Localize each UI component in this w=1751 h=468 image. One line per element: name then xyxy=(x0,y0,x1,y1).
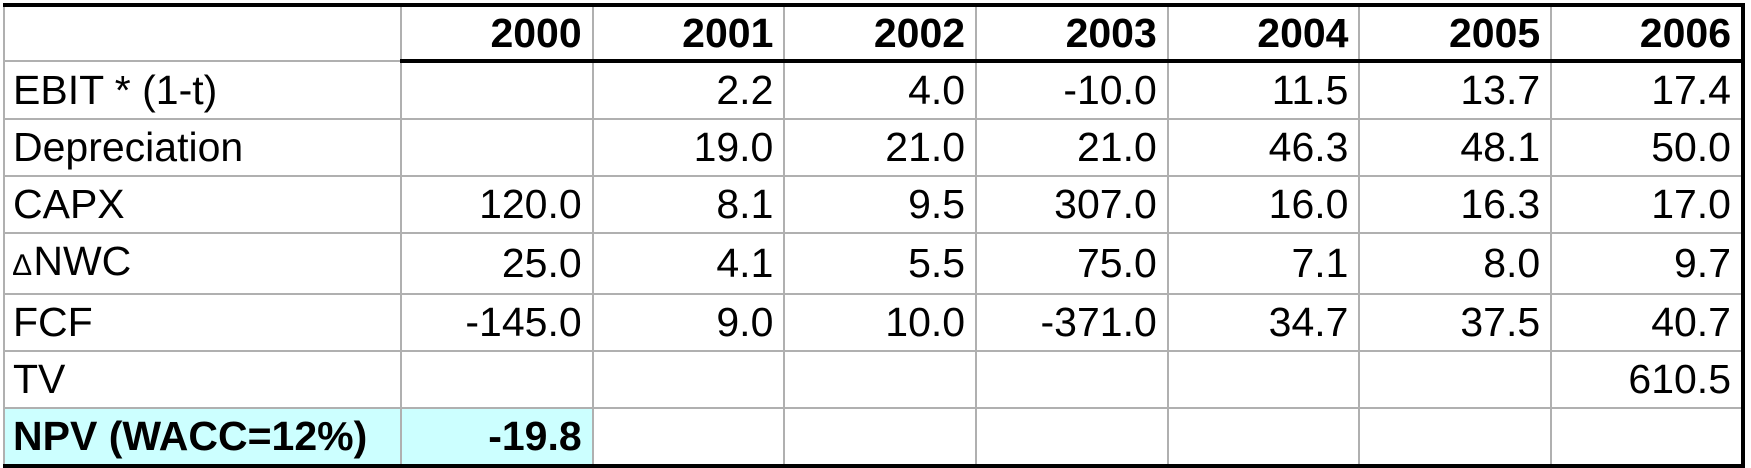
cell-fcf-2003[interactable]: -371.0 xyxy=(975,293,1169,352)
cell-capx-2002[interactable]: 9.5 xyxy=(783,175,978,234)
cell-capx-2000[interactable]: 120.0 xyxy=(399,175,594,234)
row-label-nwc[interactable]: ∆NWC xyxy=(3,232,402,295)
cell-fcf-2001[interactable]: 9.0 xyxy=(591,293,786,352)
cell-ebit-2003[interactable]: -10.0 xyxy=(975,60,1169,120)
cell-tv-2003[interactable] xyxy=(975,350,1169,409)
cell-capx-2004[interactable]: 16.0 xyxy=(1166,175,1361,234)
cell-fcf-2000[interactable]: -145.0 xyxy=(399,293,594,352)
header-year-2002[interactable]: 2002 xyxy=(783,3,978,63)
row-label-ebit[interactable]: EBIT * (1-t) xyxy=(3,60,402,120)
cell-ebit-2000[interactable] xyxy=(399,60,594,120)
cell-capx-2005[interactable]: 16.3 xyxy=(1358,175,1553,234)
cell-tv-2001[interactable] xyxy=(591,350,786,409)
cell-capx-2001[interactable]: 8.1 xyxy=(591,175,786,234)
cell-ebit-2005[interactable]: 13.7 xyxy=(1358,60,1553,120)
cell-npv-2003[interactable] xyxy=(975,407,1169,468)
row-label-depreciation[interactable]: Depreciation xyxy=(3,118,402,177)
cell-npv-2001[interactable] xyxy=(591,407,786,468)
row-ebit: EBIT * (1-t) 2.2 4.0 -10.0 11.5 13.7 17.… xyxy=(3,60,1745,120)
row-label-nwc-text: NWC xyxy=(33,238,132,284)
header-year-2004[interactable]: 2004 xyxy=(1166,3,1361,63)
cell-tv-2006[interactable]: 610.5 xyxy=(1550,350,1745,409)
cell-ebit-2006[interactable]: 17.4 xyxy=(1550,60,1745,120)
cell-nwc-2004[interactable]: 7.1 xyxy=(1166,232,1361,295)
row-label-capx[interactable]: CAPX xyxy=(3,175,402,234)
header-year-2000[interactable]: 2000 xyxy=(399,3,594,63)
row-fcf: FCF -145.0 9.0 10.0 -371.0 34.7 37.5 40.… xyxy=(3,293,1745,352)
header-year-2001[interactable]: 2001 xyxy=(591,3,786,63)
row-capx: CAPX 120.0 8.1 9.5 307.0 16.0 16.3 17.0 xyxy=(3,175,1745,234)
header-year-2003[interactable]: 2003 xyxy=(975,3,1169,63)
free-cash-flow-table: 2000 2001 2002 2003 2004 2005 2006 EBIT … xyxy=(3,3,1745,468)
row-npv: NPV (WACC=12%) -19.8 xyxy=(3,407,1745,468)
cell-tv-2000[interactable] xyxy=(399,350,594,409)
cell-depreciation-2001[interactable]: 19.0 xyxy=(591,118,786,177)
row-label-fcf[interactable]: FCF xyxy=(3,293,402,352)
cell-nwc-2002[interactable]: 5.5 xyxy=(783,232,978,295)
cell-tv-2002[interactable] xyxy=(783,350,978,409)
cell-ebit-2001[interactable]: 2.2 xyxy=(591,60,786,120)
cell-fcf-2005[interactable]: 37.5 xyxy=(1358,293,1553,352)
cell-depreciation-2005[interactable]: 48.1 xyxy=(1358,118,1553,177)
cell-ebit-2004[interactable]: 11.5 xyxy=(1166,60,1361,120)
cell-npv-2005[interactable] xyxy=(1358,407,1553,468)
cell-nwc-2001[interactable]: 4.1 xyxy=(591,232,786,295)
row-label-npv[interactable]: NPV (WACC=12%) xyxy=(3,407,402,468)
cell-depreciation-2002[interactable]: 21.0 xyxy=(783,118,978,177)
cell-nwc-2005[interactable]: 8.0 xyxy=(1358,232,1553,295)
cell-fcf-2002[interactable]: 10.0 xyxy=(783,293,978,352)
cell-capx-2003[interactable]: 307.0 xyxy=(975,175,1169,234)
cell-depreciation-2000[interactable] xyxy=(399,118,594,177)
cell-tv-2005[interactable] xyxy=(1358,350,1553,409)
delta-symbol: ∆ xyxy=(13,249,32,282)
cell-npv-2002[interactable] xyxy=(783,407,978,468)
cell-ebit-2002[interactable]: 4.0 xyxy=(783,60,978,120)
header-year-2005[interactable]: 2005 xyxy=(1358,3,1553,63)
cell-npv-2006[interactable] xyxy=(1550,407,1745,468)
row-label-tv[interactable]: TV xyxy=(3,350,402,409)
cell-depreciation-2004[interactable]: 46.3 xyxy=(1166,118,1361,177)
cell-nwc-2006[interactable]: 9.7 xyxy=(1550,232,1745,295)
row-tv: TV 610.5 xyxy=(3,350,1745,409)
cell-npv-2000[interactable]: -19.8 xyxy=(399,407,594,468)
cell-fcf-2006[interactable]: 40.7 xyxy=(1550,293,1745,352)
cell-npv-2004[interactable] xyxy=(1166,407,1361,468)
cell-capx-2006[interactable]: 17.0 xyxy=(1550,175,1745,234)
cell-nwc-2003[interactable]: 75.0 xyxy=(975,232,1169,295)
header-corner-cell[interactable] xyxy=(3,3,402,62)
header-row: 2000 2001 2002 2003 2004 2005 2006 xyxy=(3,3,1745,63)
row-depreciation: Depreciation 19.0 21.0 21.0 46.3 48.1 50… xyxy=(3,118,1745,177)
cell-depreciation-2003[interactable]: 21.0 xyxy=(975,118,1169,177)
cell-depreciation-2006[interactable]: 50.0 xyxy=(1550,118,1745,177)
cell-fcf-2004[interactable]: 34.7 xyxy=(1166,293,1361,352)
cell-tv-2004[interactable] xyxy=(1166,350,1361,409)
cell-nwc-2000[interactable]: 25.0 xyxy=(399,232,594,295)
header-year-2006[interactable]: 2006 xyxy=(1550,3,1745,63)
row-nwc: ∆NWC 25.0 4.1 5.5 75.0 7.1 8.0 9.7 xyxy=(3,232,1745,295)
